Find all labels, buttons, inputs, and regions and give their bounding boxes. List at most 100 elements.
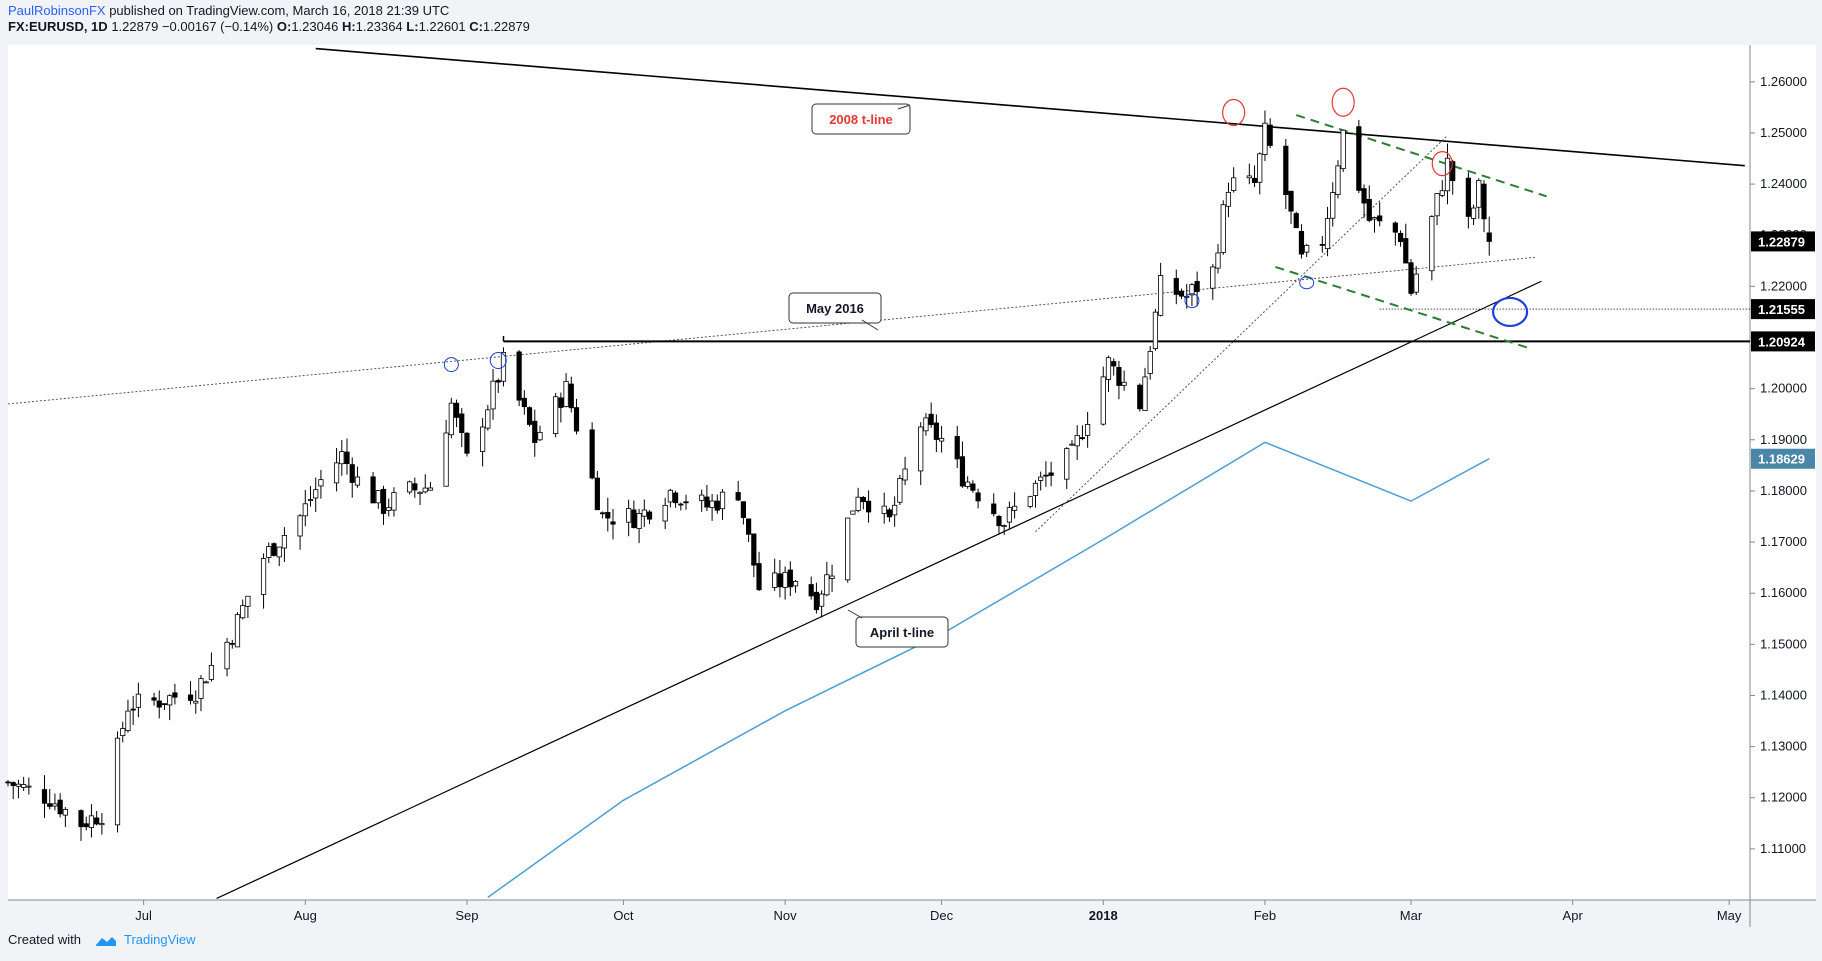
candle-body [1210,266,1216,289]
candle-body [156,700,162,708]
candle-body [229,642,235,645]
candle-body [777,573,783,588]
x-tick-label: Sep [455,908,478,923]
candle-body [1215,252,1221,269]
candle-body [1319,244,1325,246]
candle-body [1006,507,1012,523]
candle-body [970,483,976,491]
open-label: O: [276,19,292,34]
candle-body [667,489,673,503]
candle-body [307,499,314,501]
candle-body [746,518,752,535]
candle-body [855,496,861,511]
candle-body [167,695,173,706]
open-value: 1.23046 [291,19,339,34]
candle-body [1470,207,1477,219]
candle-body [860,496,866,503]
candle-body [1439,190,1445,196]
candle-body [1043,474,1049,477]
candle-body [1429,216,1435,272]
candle-body [1231,177,1237,191]
candle-body [422,487,428,493]
red-circle-1 [1222,98,1246,127]
y-tick-label: 1.11000 [1760,841,1806,856]
candle-body [276,546,282,558]
candle-body [1251,177,1258,183]
close-value: 1.22879 [482,19,530,34]
candle-body [1121,381,1127,386]
callout-2008-tline: 2008 t-line [811,103,911,135]
candle-body [1288,190,1294,212]
candle-body [626,508,632,523]
candle-body [1408,262,1414,294]
candle-body [52,803,58,807]
candle-body [772,572,778,588]
candle-body [641,509,647,517]
x-axis: Jul Aug Sep Oct Nov Dec 2018 Feb Mar Apr May [135,900,1742,923]
x-tick-label: Dec [930,908,954,923]
tradingview-brand-link[interactable]: TradingView [124,932,196,947]
candle-body [245,595,251,607]
candle-body [1335,165,1341,195]
candle-body [1486,232,1492,242]
price-label-text: 1.22879 [1758,234,1805,249]
candle-body [756,563,762,591]
candle-body [412,483,418,491]
candle-body [573,407,580,432]
candle-body [339,451,345,465]
candle-body [678,503,684,506]
x-tick-label: Mar [1400,908,1423,923]
candle-body [996,515,1002,527]
candle-body [829,575,835,579]
candle-body [751,533,757,566]
candle-body [1032,482,1039,496]
callout-may-2016-box [788,292,882,324]
callout-april-tline-box [855,616,949,648]
callout-april-tline-tail [847,609,863,619]
low-value: 1.22601 [418,19,466,34]
candle-body [709,500,715,508]
candle-body [266,546,272,558]
candle-body [850,510,856,515]
y-tick-label: 1.20000 [1760,381,1807,396]
candle-body [792,581,799,587]
candle-body [120,728,126,736]
candle-body [1324,218,1331,250]
candle-body [161,703,168,706]
callout-april-tline: April t-line [847,609,949,648]
author-link[interactable]: PaulRobinsonFX [8,3,106,18]
candle-body [459,413,465,433]
candle-body [1048,472,1054,476]
candle-body [47,803,53,807]
candle-body [208,664,215,680]
last-price: 1.22879 [111,19,159,34]
candle-body [563,380,569,408]
candle-body [1392,222,1398,233]
candle-body [699,494,705,501]
x-tick-label: Jul [135,908,152,923]
candle-body [1038,476,1044,481]
candle-body [516,351,522,401]
candle-body [975,492,981,502]
candle-body [704,496,710,508]
candle-body [558,397,564,408]
candle-body [787,569,793,588]
plot-area [8,45,1750,900]
candle-body [135,693,141,708]
candle-body [610,521,616,525]
blue-circle-sep [489,352,507,370]
candle-body [594,477,600,511]
candle-body [714,500,720,511]
candle-body [1001,525,1007,527]
candle-body [965,481,971,487]
candle-body [344,451,350,464]
trendline-april [216,280,1542,900]
candle-body [453,402,460,418]
y-tick-label: 1.22000 [1760,278,1807,293]
blue-circle-target [1491,296,1529,328]
low-label: L: [406,19,419,34]
candle-body [349,464,355,483]
candle-body [605,512,611,519]
candle-body [1178,290,1185,297]
